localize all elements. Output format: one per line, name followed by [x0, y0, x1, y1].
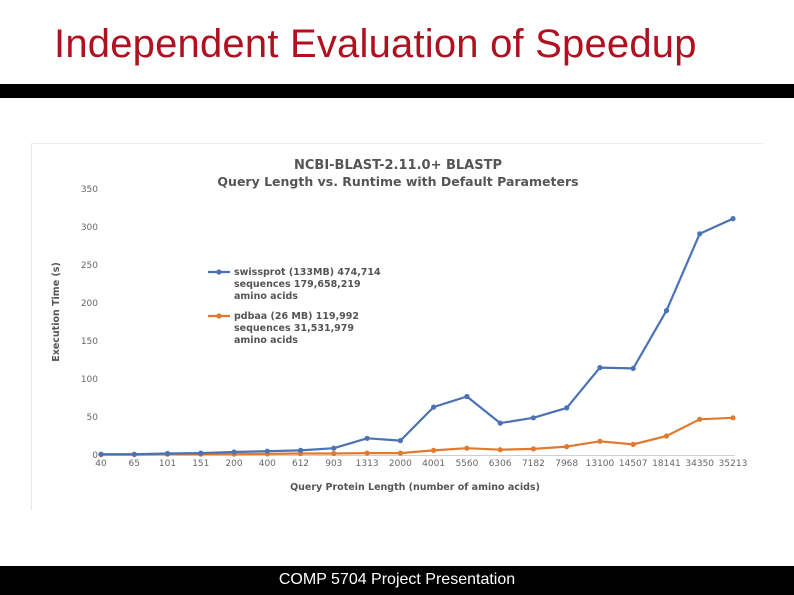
data-point: [364, 450, 370, 456]
data-point: [264, 448, 270, 454]
data-point: [497, 420, 503, 426]
data-point: [697, 231, 703, 237]
data-point: [564, 444, 570, 450]
legend-label: sequences 31,531,979: [234, 323, 354, 334]
x-tick-label: 903: [325, 459, 342, 469]
data-point: [397, 450, 403, 456]
series-line: [101, 217, 734, 456]
y-tick-label: 300: [81, 223, 98, 233]
x-tick-label: 151: [192, 459, 209, 469]
x-tick-label: 6306: [489, 459, 512, 469]
chart-container: NCBI-BLAST-2.11.0+ BLASTP Query Length v…: [31, 143, 764, 510]
x-tick-label: 101: [159, 459, 176, 469]
data-point: [530, 446, 536, 452]
x-axis-label: Query Protein Length (number of amino ac…: [290, 482, 540, 493]
x-tick-label: 4001: [422, 459, 445, 469]
data-point: [564, 405, 570, 411]
y-tick-label: 0: [92, 451, 98, 461]
x-tick-label: 13100: [586, 459, 615, 469]
series-line: [101, 416, 734, 456]
x-tick-label: 7968: [555, 459, 578, 469]
data-point: [464, 445, 470, 451]
y-tick-label: 100: [81, 375, 98, 385]
data-point: [331, 450, 337, 457]
title-divider-bar: [0, 84, 794, 98]
data-point: [98, 451, 104, 457]
data-point: [397, 438, 403, 444]
data-point: [431, 447, 437, 453]
x-tick-label: 2000: [389, 459, 412, 469]
data-point: [298, 447, 304, 453]
legend-label: pdbaa (26 MB) 119,992: [234, 311, 359, 322]
x-tick-label: 200: [225, 459, 242, 469]
y-tick-label: 150: [81, 337, 98, 347]
data-point: [464, 393, 470, 400]
legend-swatch-marker: [216, 269, 222, 275]
data-point: [663, 308, 670, 314]
x-tick-label: 65: [129, 459, 140, 469]
data-point: [597, 438, 603, 444]
data-point: [697, 416, 703, 422]
line-chart: NCBI-BLAST-2.11.0+ BLASTP Query Length v…: [51, 158, 748, 493]
y-tick-label: 50: [87, 413, 99, 423]
chart-subtitle: Query Length vs. Runtime with Default Pa…: [217, 174, 578, 189]
x-tick-label: 40: [95, 459, 107, 469]
data-point: [431, 404, 437, 410]
data-point: [231, 449, 237, 455]
x-tick-label: 612: [292, 459, 309, 469]
x-tick-label: 5560: [455, 459, 478, 469]
x-tick-label: 7182: [522, 459, 545, 469]
footer-bar: COMP 5704 Project Presentation: [0, 566, 794, 595]
data-point: [530, 415, 536, 421]
legend-swatch-marker: [216, 313, 222, 319]
legend-label: swissprot (133MB) 474,714: [234, 267, 381, 278]
data-point: [131, 451, 137, 457]
chart-title: NCBI-BLAST-2.11.0+ BLASTP: [294, 158, 502, 173]
x-tick-label: 14507: [619, 459, 648, 469]
legend-label: amino acids: [234, 291, 298, 302]
x-tick-label: 35213: [719, 459, 748, 469]
legend-label: amino acids: [234, 335, 298, 346]
data-point: [630, 365, 636, 371]
data-point: [198, 450, 204, 456]
x-tick-label: 1313: [356, 459, 379, 469]
y-tick-label: 200: [81, 299, 98, 309]
y-axis-label: Execution Time (s): [51, 262, 62, 362]
legend-label: sequences 179,658,219: [234, 279, 361, 290]
y-tick-label: 350: [81, 185, 98, 195]
data-point: [331, 445, 337, 451]
data-point: [364, 435, 370, 441]
data-point: [630, 441, 636, 447]
x-tick-label: 18141: [652, 459, 681, 469]
x-tick-label: 34350: [685, 459, 714, 469]
x-tick-label: 400: [259, 459, 276, 469]
data-point: [597, 365, 603, 371]
data-point: [730, 415, 736, 421]
data-point: [497, 447, 503, 453]
data-point: [730, 216, 736, 222]
slide-title: Independent Evaluation of Speedup: [54, 22, 697, 66]
data-point: [663, 433, 670, 439]
data-point: [164, 450, 171, 457]
y-tick-label: 250: [81, 261, 98, 271]
footer-text: COMP 5704 Project Presentation: [278, 571, 516, 588]
